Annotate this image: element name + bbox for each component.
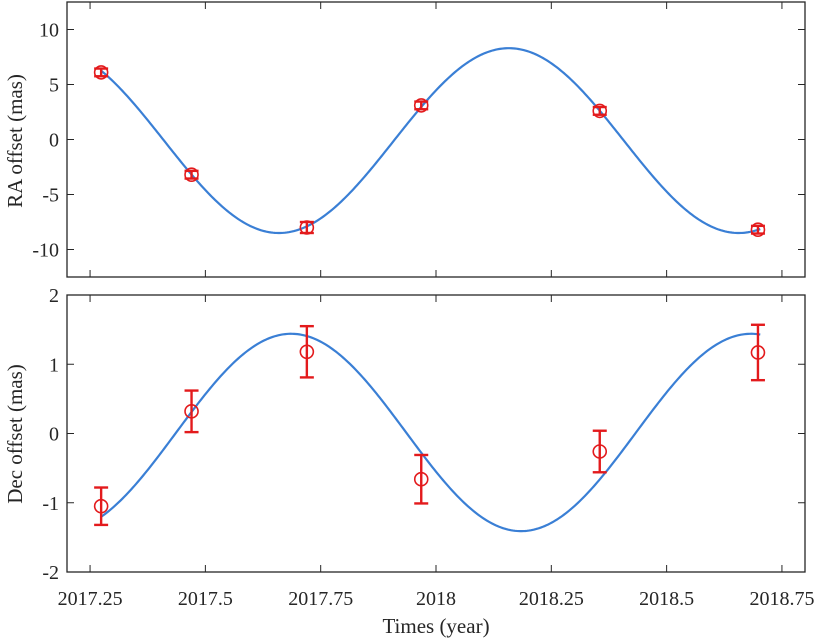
ra-data-points bbox=[93, 65, 766, 237]
ra-data-point bbox=[299, 220, 315, 235]
x-tick-label: 2018.25 bbox=[519, 588, 584, 610]
dec-data-point bbox=[750, 323, 766, 382]
dec-data-point bbox=[184, 389, 199, 434]
data-marker bbox=[413, 98, 429, 113]
dec-data-points bbox=[93, 323, 766, 527]
ra-plot-frame bbox=[66, 1, 806, 278]
data-marker bbox=[299, 220, 315, 235]
x-tick-label: 2018.75 bbox=[749, 588, 814, 610]
data-marker bbox=[93, 498, 109, 514]
ra-y-tick-label: 0 bbox=[49, 130, 59, 152]
ra-offset-panel: -10 -5 0 5 10 RA offset (mas) bbox=[3, 1, 806, 278]
ra-y-tick-label: -10 bbox=[32, 240, 59, 262]
data-marker bbox=[413, 471, 429, 487]
x-tick-label: 2017.5 bbox=[178, 588, 233, 610]
dec-plot-frame bbox=[66, 294, 806, 573]
ra-y-tick-label: 10 bbox=[39, 20, 59, 42]
dec-data-point bbox=[413, 453, 429, 505]
dec-y-tick-label: -1 bbox=[42, 493, 59, 515]
dec-data-point bbox=[93, 486, 109, 527]
dec-model-curve bbox=[100, 332, 761, 533]
dec-y-tick-label: -2 bbox=[42, 562, 59, 584]
dec-y-axis-label: Dec offset (mas) bbox=[3, 364, 27, 504]
ra-tick-marks bbox=[67, 2, 805, 277]
ra-y-tick-label: -5 bbox=[42, 185, 59, 207]
ra-y-tick-labels: -10 -5 0 5 10 bbox=[32, 20, 59, 262]
ra-data-point bbox=[93, 65, 109, 80]
x-tick-label: 2017.25 bbox=[58, 588, 123, 610]
data-marker bbox=[184, 404, 199, 419]
data-marker bbox=[750, 222, 766, 237]
dec-y-tick-label: 0 bbox=[49, 424, 59, 446]
ra-y-tick-label: 5 bbox=[49, 75, 59, 97]
data-marker bbox=[750, 345, 766, 360]
data-marker bbox=[592, 444, 608, 459]
x-axis-label: Times (year) bbox=[382, 614, 489, 638]
dec-data-point bbox=[592, 429, 608, 474]
ra-data-point bbox=[413, 98, 429, 113]
dec-y-tick-label: 2 bbox=[49, 285, 59, 307]
ra-model-curve bbox=[100, 47, 761, 235]
dec-tick-marks bbox=[67, 294, 805, 573]
x-tick-label: 2018 bbox=[416, 588, 456, 610]
dec-y-tick-labels: -2 -1 0 1 2 bbox=[42, 285, 59, 584]
x-tick-label: 2017.75 bbox=[288, 588, 353, 610]
ra-data-point bbox=[750, 222, 766, 237]
ra-data-point bbox=[592, 103, 608, 119]
ra-y-axis-label: RA offset (mas) bbox=[3, 74, 27, 208]
data-marker bbox=[184, 167, 199, 182]
ra-data-point bbox=[184, 167, 199, 182]
dec-y-tick-label: 1 bbox=[49, 354, 59, 376]
dec-data-point bbox=[299, 324, 315, 379]
x-tick-labels: 2017.25 2017.5 2017.75 2018 2018.25 2018.5 201… bbox=[58, 588, 815, 610]
data-marker bbox=[592, 103, 608, 119]
data-marker bbox=[93, 65, 109, 80]
x-tick-label: 2018.5 bbox=[639, 588, 694, 610]
data-marker bbox=[299, 344, 315, 360]
